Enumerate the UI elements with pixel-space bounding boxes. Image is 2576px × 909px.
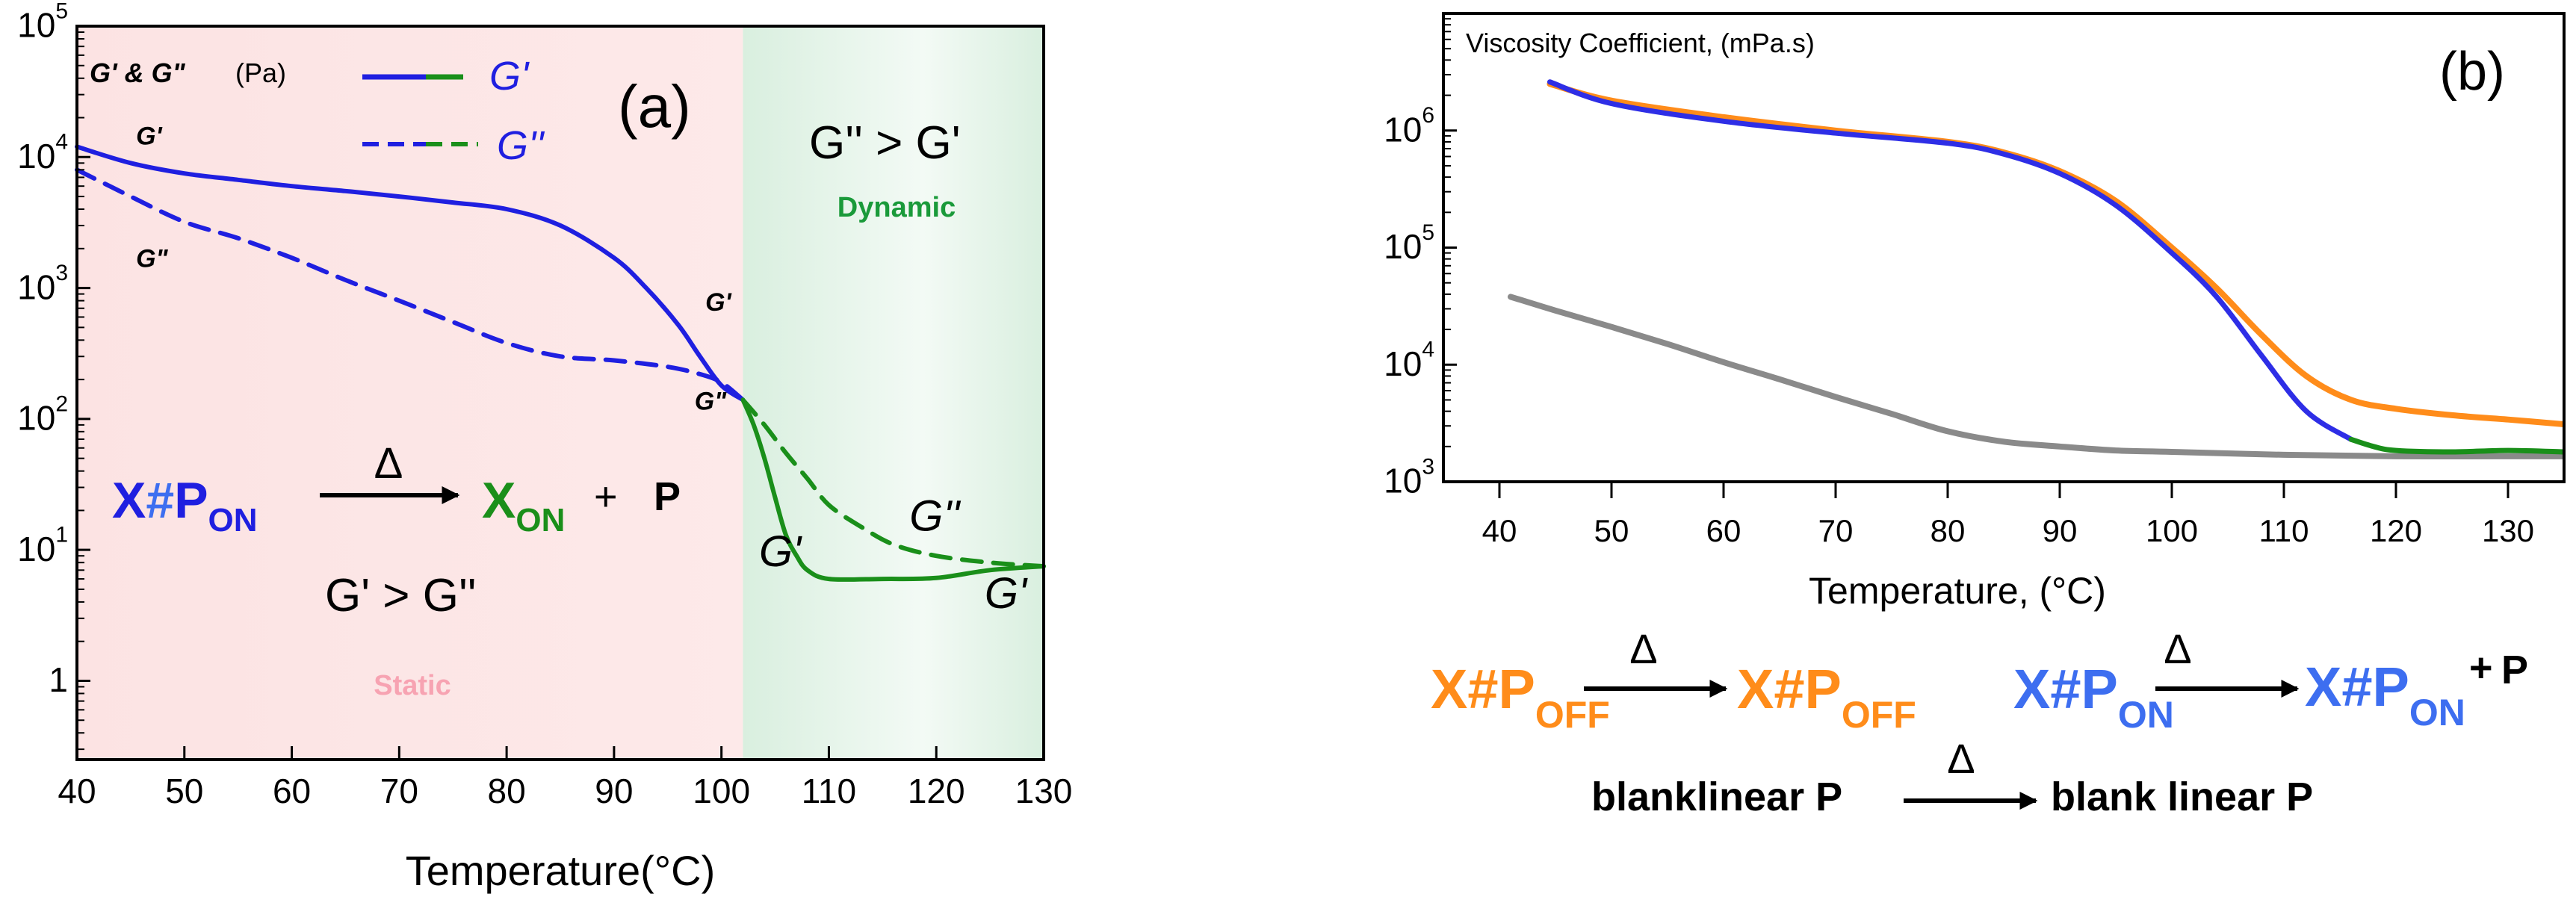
- panel-b-series: [1508, 79, 2564, 460]
- a-ytick-label: 102: [17, 391, 68, 437]
- b-xtick-label: 60: [1706, 513, 1741, 548]
- reaction-on-heat: Δ: [2164, 625, 2191, 672]
- series-x-p-on-green: [2348, 436, 2564, 455]
- curve-label: G': [136, 122, 163, 150]
- reaction-on-byproduct: P: [2501, 648, 2528, 692]
- curve-label: G': [985, 569, 1028, 618]
- series-blank-linear-p: [1508, 294, 2564, 460]
- panel-b-ylabel: Viscosity Coefficient, (mPa.s): [1466, 28, 1815, 58]
- a-xtick-label: 120: [908, 772, 965, 810]
- a-ytick-label: 101: [17, 523, 68, 568]
- panel-b: 40 50 60 70 80 90 100 110 120 130 103 104 105 106 Vis…: [1384, 12, 2566, 819]
- static-condition: G' > G'': [325, 570, 477, 621]
- series-g-double-prime-static: [75, 167, 746, 403]
- reaction-b-on: X#PON Δ X#PON + P: [2013, 625, 2528, 736]
- reaction-b-off: X#POFF Δ X#POFF: [1431, 625, 1916, 736]
- reaction-b-blank: blanklinear P Δ blank linear P: [1591, 735, 2313, 819]
- panel-b-label: (b): [2439, 42, 2505, 102]
- panel-a-ylabel-unit: (Pa): [235, 58, 286, 88]
- reaction-a-reactant: X#PON: [112, 472, 258, 539]
- reaction-on-product: X#PON: [2305, 656, 2465, 733]
- curve-label: G': [759, 527, 802, 576]
- reaction-on-reactant: X#PON: [2013, 658, 2174, 736]
- panel-b-ticks: 40 50 60 70 80 90 100 110 120 130 103 104 105 106: [1384, 18, 2534, 548]
- curve-label: G'': [909, 492, 961, 541]
- b-xtick-label: 110: [2259, 513, 2309, 548]
- reaction-a-byproduct: P: [654, 474, 681, 519]
- curve-label: G": [136, 244, 168, 273]
- dynamic-condition: G'' > G': [809, 117, 961, 169]
- a-ytick-label: 105: [17, 0, 68, 45]
- b-ytick-label: 103: [1384, 454, 1434, 500]
- static-label: Static: [374, 670, 451, 701]
- b-ytick-label: 104: [1384, 338, 1434, 383]
- a-ytick-label: 1: [49, 660, 68, 699]
- reaction-blank-product: blank linear P: [2051, 775, 2313, 819]
- b-xtick-label: 70: [1818, 513, 1854, 548]
- panel-a-frame: [75, 25, 1045, 761]
- a-xtick-label: 80: [488, 772, 526, 810]
- reaction-a-product: XON: [482, 472, 565, 539]
- a-xtick-label: 130: [1015, 772, 1073, 810]
- reaction-blank-reactant: blanklinear P: [1591, 775, 1842, 819]
- reaction-off-product: X#POFF: [1737, 658, 1916, 736]
- panel-a-curve-labels: G' G" G' G" G' G'' G': [136, 122, 1028, 618]
- reaction-a-heat: Δ: [374, 439, 403, 488]
- reaction-a-plus: +: [594, 474, 618, 519]
- static-region: [77, 26, 743, 760]
- dynamic-region: [743, 26, 1044, 760]
- panel-b-xlabel: Temperature, (°C): [1809, 570, 2106, 612]
- panel-a-series: [75, 144, 1046, 582]
- series-g-double-prime-dynamic: [740, 397, 1046, 569]
- a-xtick-label: 70: [380, 772, 418, 810]
- legend-g2-label: G'': [497, 123, 545, 168]
- a-xtick-label: 40: [58, 772, 96, 810]
- b-xtick-label: 100: [2146, 513, 2198, 548]
- series-g-prime-static: [75, 144, 746, 403]
- reaction-on-plus: +: [2469, 645, 2493, 690]
- b-xtick-label: 120: [2370, 513, 2422, 548]
- b-xtick-label: 40: [1482, 513, 1517, 548]
- reaction-off-heat: Δ: [1629, 625, 1657, 672]
- panel-a-label: (a): [618, 73, 691, 140]
- b-ytick-label: 105: [1384, 220, 1434, 266]
- panel-a-reaction: X#PON Δ XON + P: [112, 439, 681, 539]
- a-ytick-label: 103: [17, 261, 68, 306]
- a-xtick-label: 110: [802, 772, 856, 810]
- b-xtick-label: 90: [2043, 513, 2078, 548]
- series-g-prime-dynamic: [740, 397, 1046, 582]
- panel-a-ylabel: G' & G": [90, 58, 186, 88]
- panel-a-ticks: 40 50 60 70 80 90 100 110 120 130 1 101 102 103 104 105: [17, 0, 1072, 810]
- a-xtick-label: 100: [693, 772, 750, 810]
- reaction-off-reactant: X#POFF: [1431, 658, 1610, 736]
- b-ytick-label: 106: [1384, 103, 1434, 149]
- a-xtick-label: 50: [165, 772, 203, 810]
- panel-a: 40 50 60 70 80 90 100 110 120 130 1 101 102 103 104 105…: [17, 0, 1072, 894]
- a-xtick-label: 60: [273, 772, 311, 810]
- a-ytick-label: 104: [17, 130, 68, 176]
- b-xtick-label: 80: [1931, 513, 1966, 548]
- legend-g1-label: G': [489, 54, 530, 99]
- series-x-p-off: [1546, 81, 2564, 427]
- curve-label: G": [695, 387, 727, 415]
- b-xtick-label: 130: [2482, 513, 2534, 548]
- a-xtick-label: 90: [595, 772, 633, 810]
- series-x-p-on-blue: [1547, 79, 2354, 442]
- b-xtick-label: 50: [1594, 513, 1629, 548]
- panel-a-xlabel: Temperature(°C): [406, 847, 716, 894]
- reaction-blank-heat: Δ: [1947, 735, 1975, 782]
- curve-label: G': [705, 288, 732, 317]
- dynamic-label: Dynamic: [837, 192, 956, 223]
